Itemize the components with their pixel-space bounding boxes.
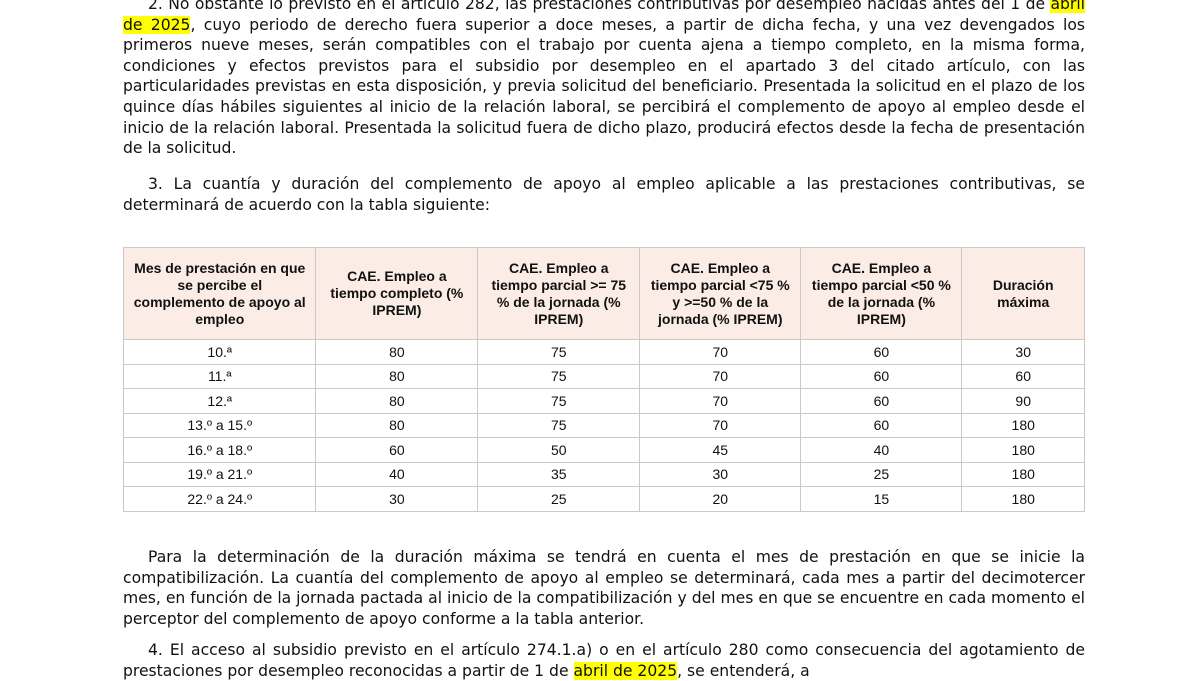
row: 16.º a 18.º 60 50 45 40 180 xyxy=(122,437,1085,463)
cell: 70 xyxy=(639,363,802,389)
cell: 19.º a 21.º xyxy=(122,461,317,487)
cell: 25 xyxy=(800,461,963,487)
cell: 180 xyxy=(961,437,1085,463)
highlighted-date: abril de 2025 xyxy=(573,661,678,680)
cell: 60 xyxy=(800,412,963,438)
cell: 75 xyxy=(477,363,641,389)
row: 10.ª 80 75 70 60 30 xyxy=(122,339,1085,365)
cell: 60 xyxy=(961,363,1085,389)
cell: 60 xyxy=(315,437,479,463)
text: 3. La cuantía y duración del complemento… xyxy=(123,175,1085,214)
cell: 60 xyxy=(800,388,963,414)
cell: 75 xyxy=(477,388,641,414)
header-cell: CAE. Empleo a tiempo parcial <50 % de la… xyxy=(800,247,963,340)
cell: 25 xyxy=(477,486,641,512)
paragraph: 3. La cuantía y duración del complemento… xyxy=(123,174,1085,215)
cell: 20 xyxy=(639,486,802,512)
table: Mes de prestación en que se percibe el c… xyxy=(122,247,1085,512)
cell: 30 xyxy=(961,339,1085,365)
cell: 22.º a 24.º xyxy=(122,486,317,512)
cell: 12.ª xyxy=(122,388,317,414)
cell: 11.ª xyxy=(122,363,317,389)
header-cell: Duración máxima xyxy=(961,247,1085,340)
cell: 13.º a 15.º xyxy=(122,412,317,438)
cell: 75 xyxy=(477,339,641,365)
header-cell: Mes de prestación en que se percibe el c… xyxy=(122,247,317,340)
text: , se entenderá, a xyxy=(677,661,810,680)
cell: 60 xyxy=(800,363,963,389)
cell: 70 xyxy=(639,388,802,414)
cell: 30 xyxy=(315,486,479,512)
cell: 35 xyxy=(477,461,641,487)
text: , cuyo periodo de derecho fuera superior… xyxy=(123,15,1085,158)
header-cell: CAE. Empleo a tiempo completo (% IPREM) xyxy=(315,247,479,340)
paragraph: 2. No obstante lo previsto en el artícul… xyxy=(123,0,1085,159)
row: 19.º a 21.º 40 35 30 25 180 xyxy=(122,461,1085,487)
cell: 180 xyxy=(961,461,1085,487)
cell: 80 xyxy=(315,412,479,438)
cell: 40 xyxy=(800,437,963,463)
text: 2. No obstante lo previsto en el artícul… xyxy=(148,0,1051,13)
cell: 30 xyxy=(639,461,802,487)
cell: 40 xyxy=(315,461,479,487)
paragraph: Para la determinación de la duración máx… xyxy=(123,547,1085,629)
row: 22.º a 24.º 30 25 20 15 180 xyxy=(122,486,1085,512)
header-cell: CAE. Empleo a tiempo parcial <75 % y >=5… xyxy=(639,247,802,340)
header-cell: CAE. Empleo a tiempo parcial >= 75 % de … xyxy=(477,247,641,340)
header-row: Mes de prestación en que se percibe el c… xyxy=(122,247,1085,340)
cell: 80 xyxy=(315,339,479,365)
cell: 80 xyxy=(315,388,479,414)
text: Para la determinación de la duración máx… xyxy=(123,548,1085,628)
cell: 60 xyxy=(800,339,963,365)
cell: 180 xyxy=(961,412,1085,438)
cell: 10.ª xyxy=(122,339,317,365)
cell: 90 xyxy=(961,388,1085,414)
cell: 15 xyxy=(800,486,963,512)
cell: 45 xyxy=(639,437,802,463)
cell: 50 xyxy=(477,437,641,463)
cell: 16.º a 18.º xyxy=(122,437,317,463)
cell: 80 xyxy=(315,363,479,389)
cell: 75 xyxy=(477,412,641,438)
cell: 70 xyxy=(639,339,802,365)
row: 11.ª 80 75 70 60 60 xyxy=(122,363,1085,389)
cell: 180 xyxy=(961,486,1085,512)
row: 13.º a 15.º 80 75 70 60 180 xyxy=(122,412,1085,438)
cell: 70 xyxy=(639,412,802,438)
row: 12.ª 80 75 70 60 90 xyxy=(122,388,1085,414)
